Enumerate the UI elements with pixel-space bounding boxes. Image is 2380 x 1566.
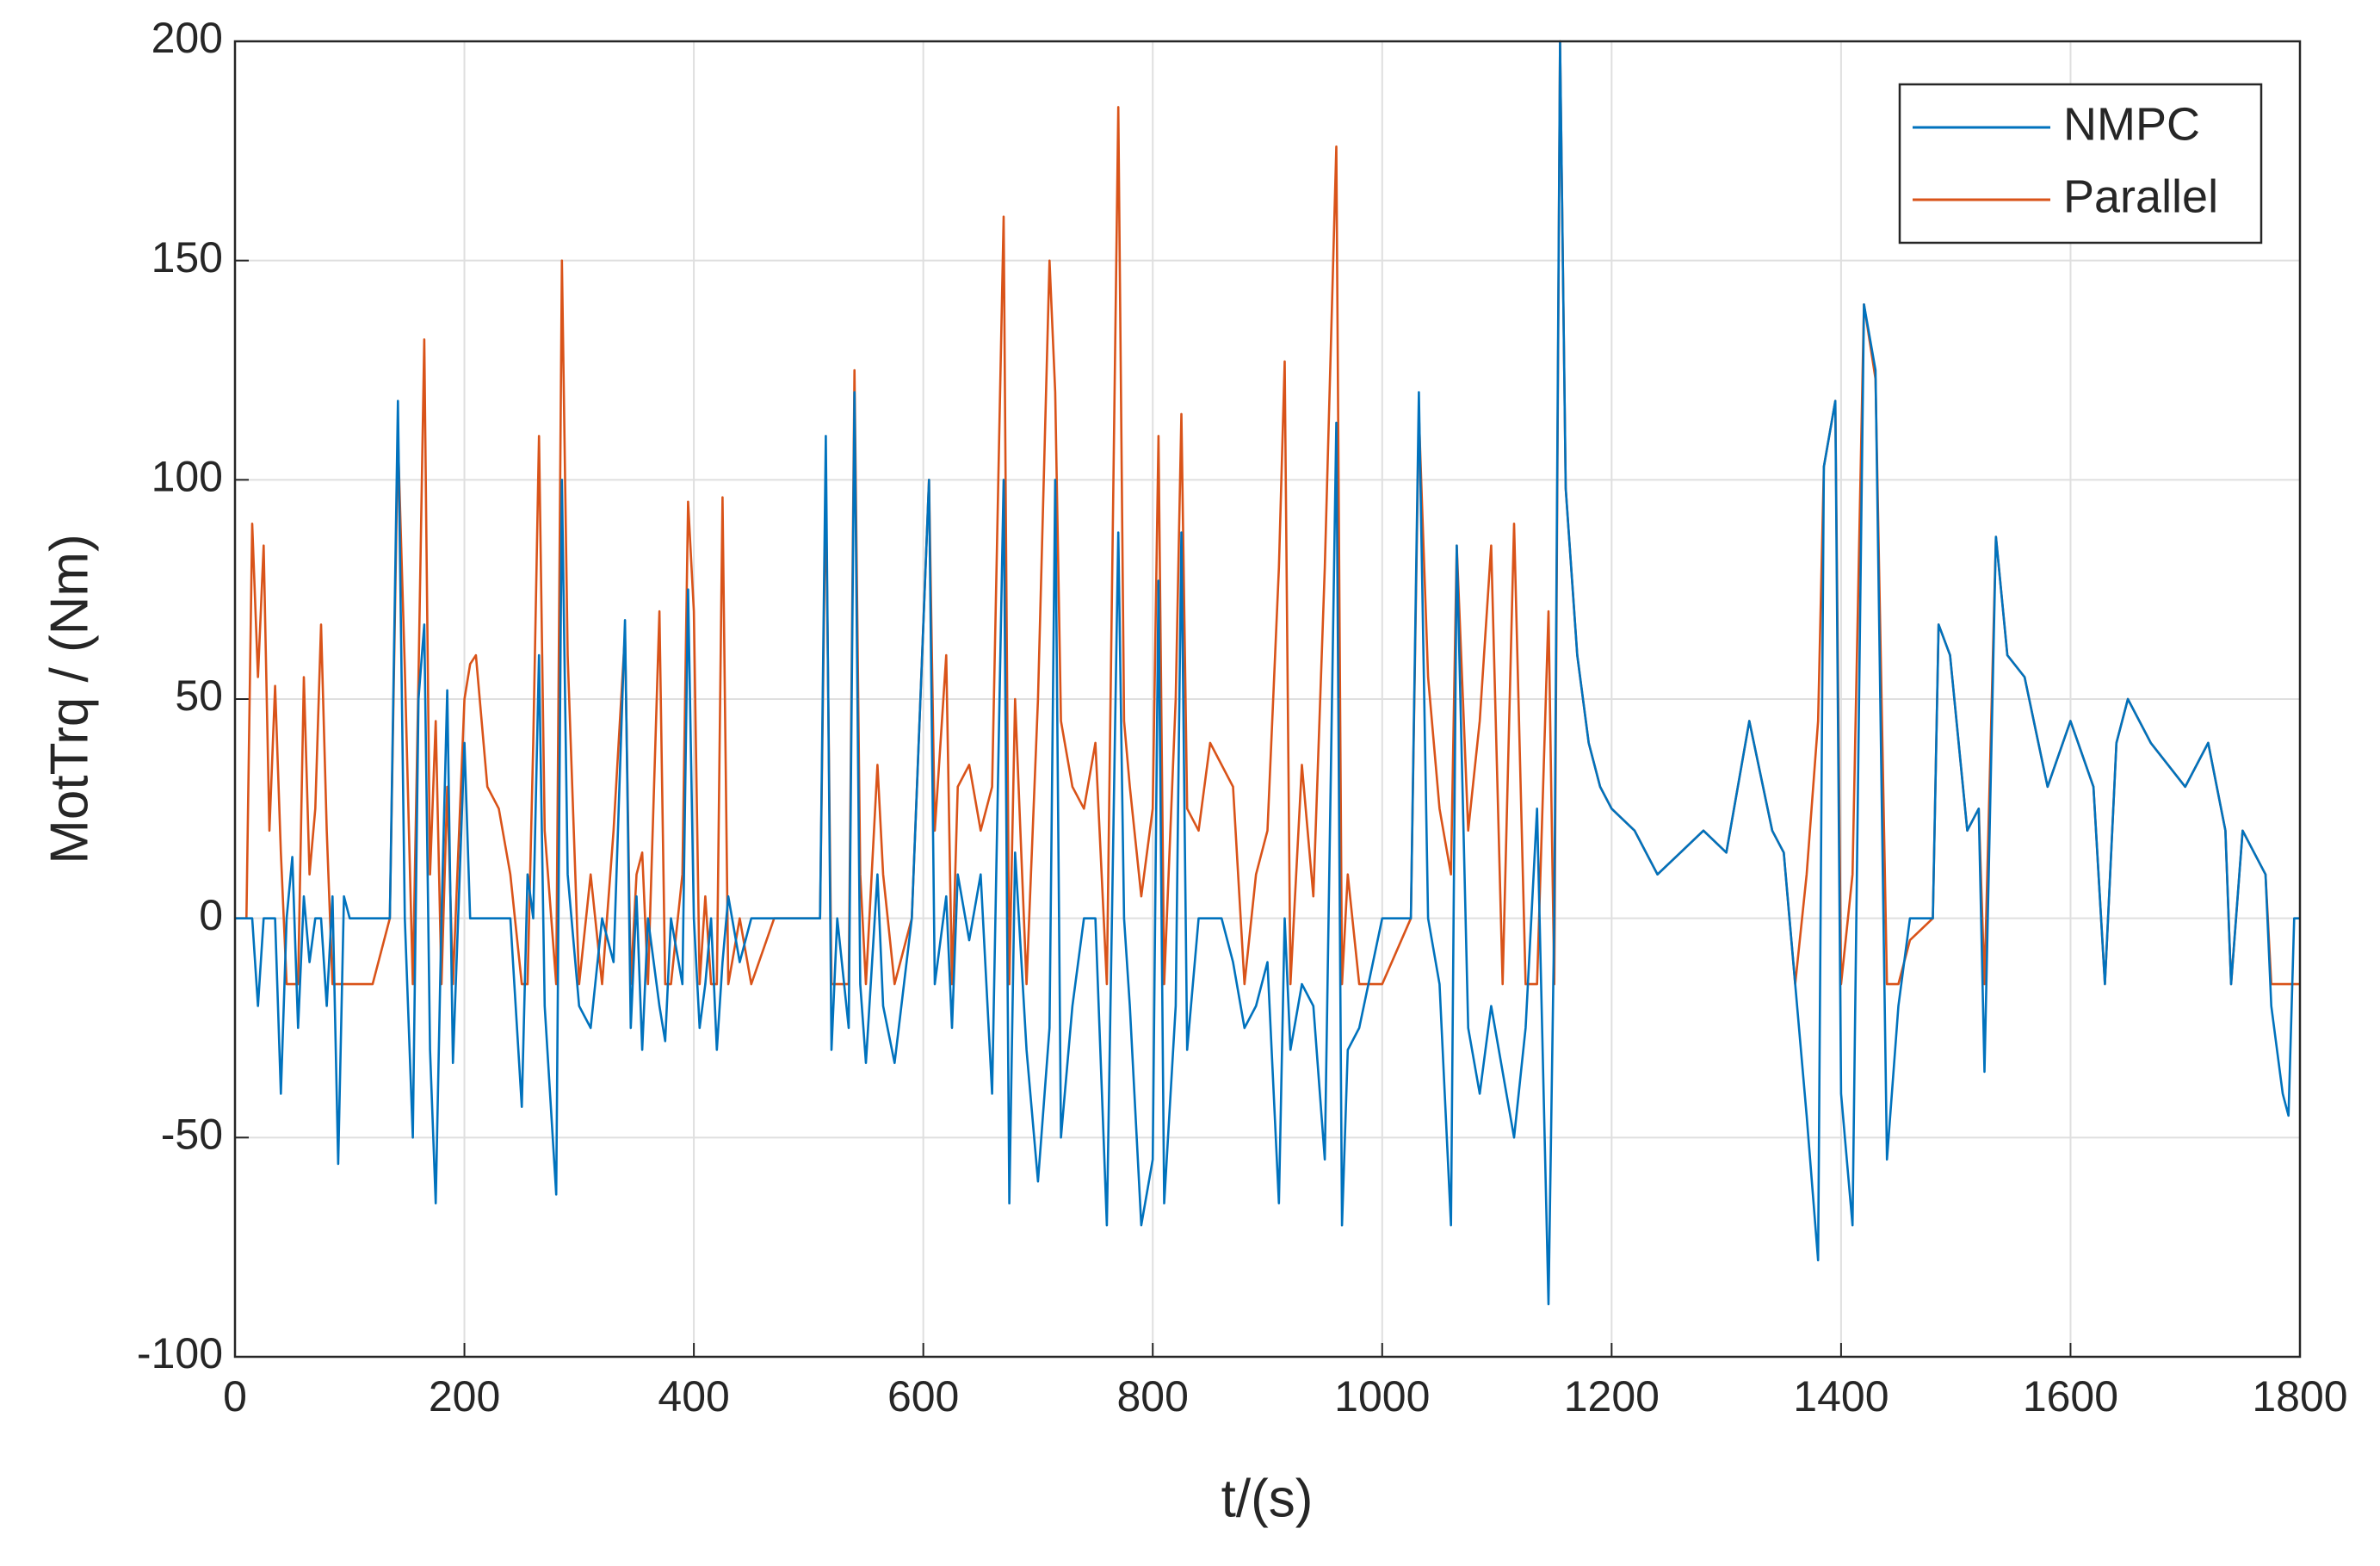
y-axis-label: MotTrq / (Nm) (40, 534, 99, 863)
x-tick-label: 800 (1117, 1372, 1189, 1421)
data-line (235, 40, 2300, 986)
y-tick-label: 50 (175, 672, 223, 720)
y-tick-label: 100 (151, 453, 223, 501)
y-tick-label: -100 (137, 1329, 223, 1377)
legend-box (1898, 83, 2263, 244)
legend: NMPC Parallel (1898, 83, 2263, 244)
x-tick-label: 400 (658, 1372, 729, 1421)
x-tick-label: 1200 (1564, 1372, 1660, 1421)
x-tick-label: 600 (887, 1372, 959, 1421)
y-tick-label: 150 (151, 233, 223, 282)
data-line (235, 40, 2300, 1306)
legend-label: NMPC (2063, 98, 2200, 150)
x-tick-label: 0 (223, 1372, 247, 1421)
legend-label: Parallel (2063, 170, 2218, 222)
x-tick-label: 1800 (2252, 1372, 2347, 1421)
x-tick-label: 1600 (2023, 1372, 2118, 1421)
x-axis-label: t/(s) (1221, 1469, 1314, 1528)
x-tick-label: 1400 (1793, 1372, 1889, 1421)
x-tick-label: 200 (429, 1372, 500, 1421)
axes-box (233, 40, 2302, 1359)
y-tick-label: -50 (161, 1111, 223, 1159)
x-tick-label: 1000 (1334, 1372, 1430, 1421)
y-tick-label: 0 (199, 891, 223, 939)
y-tick-label: 200 (151, 14, 223, 62)
